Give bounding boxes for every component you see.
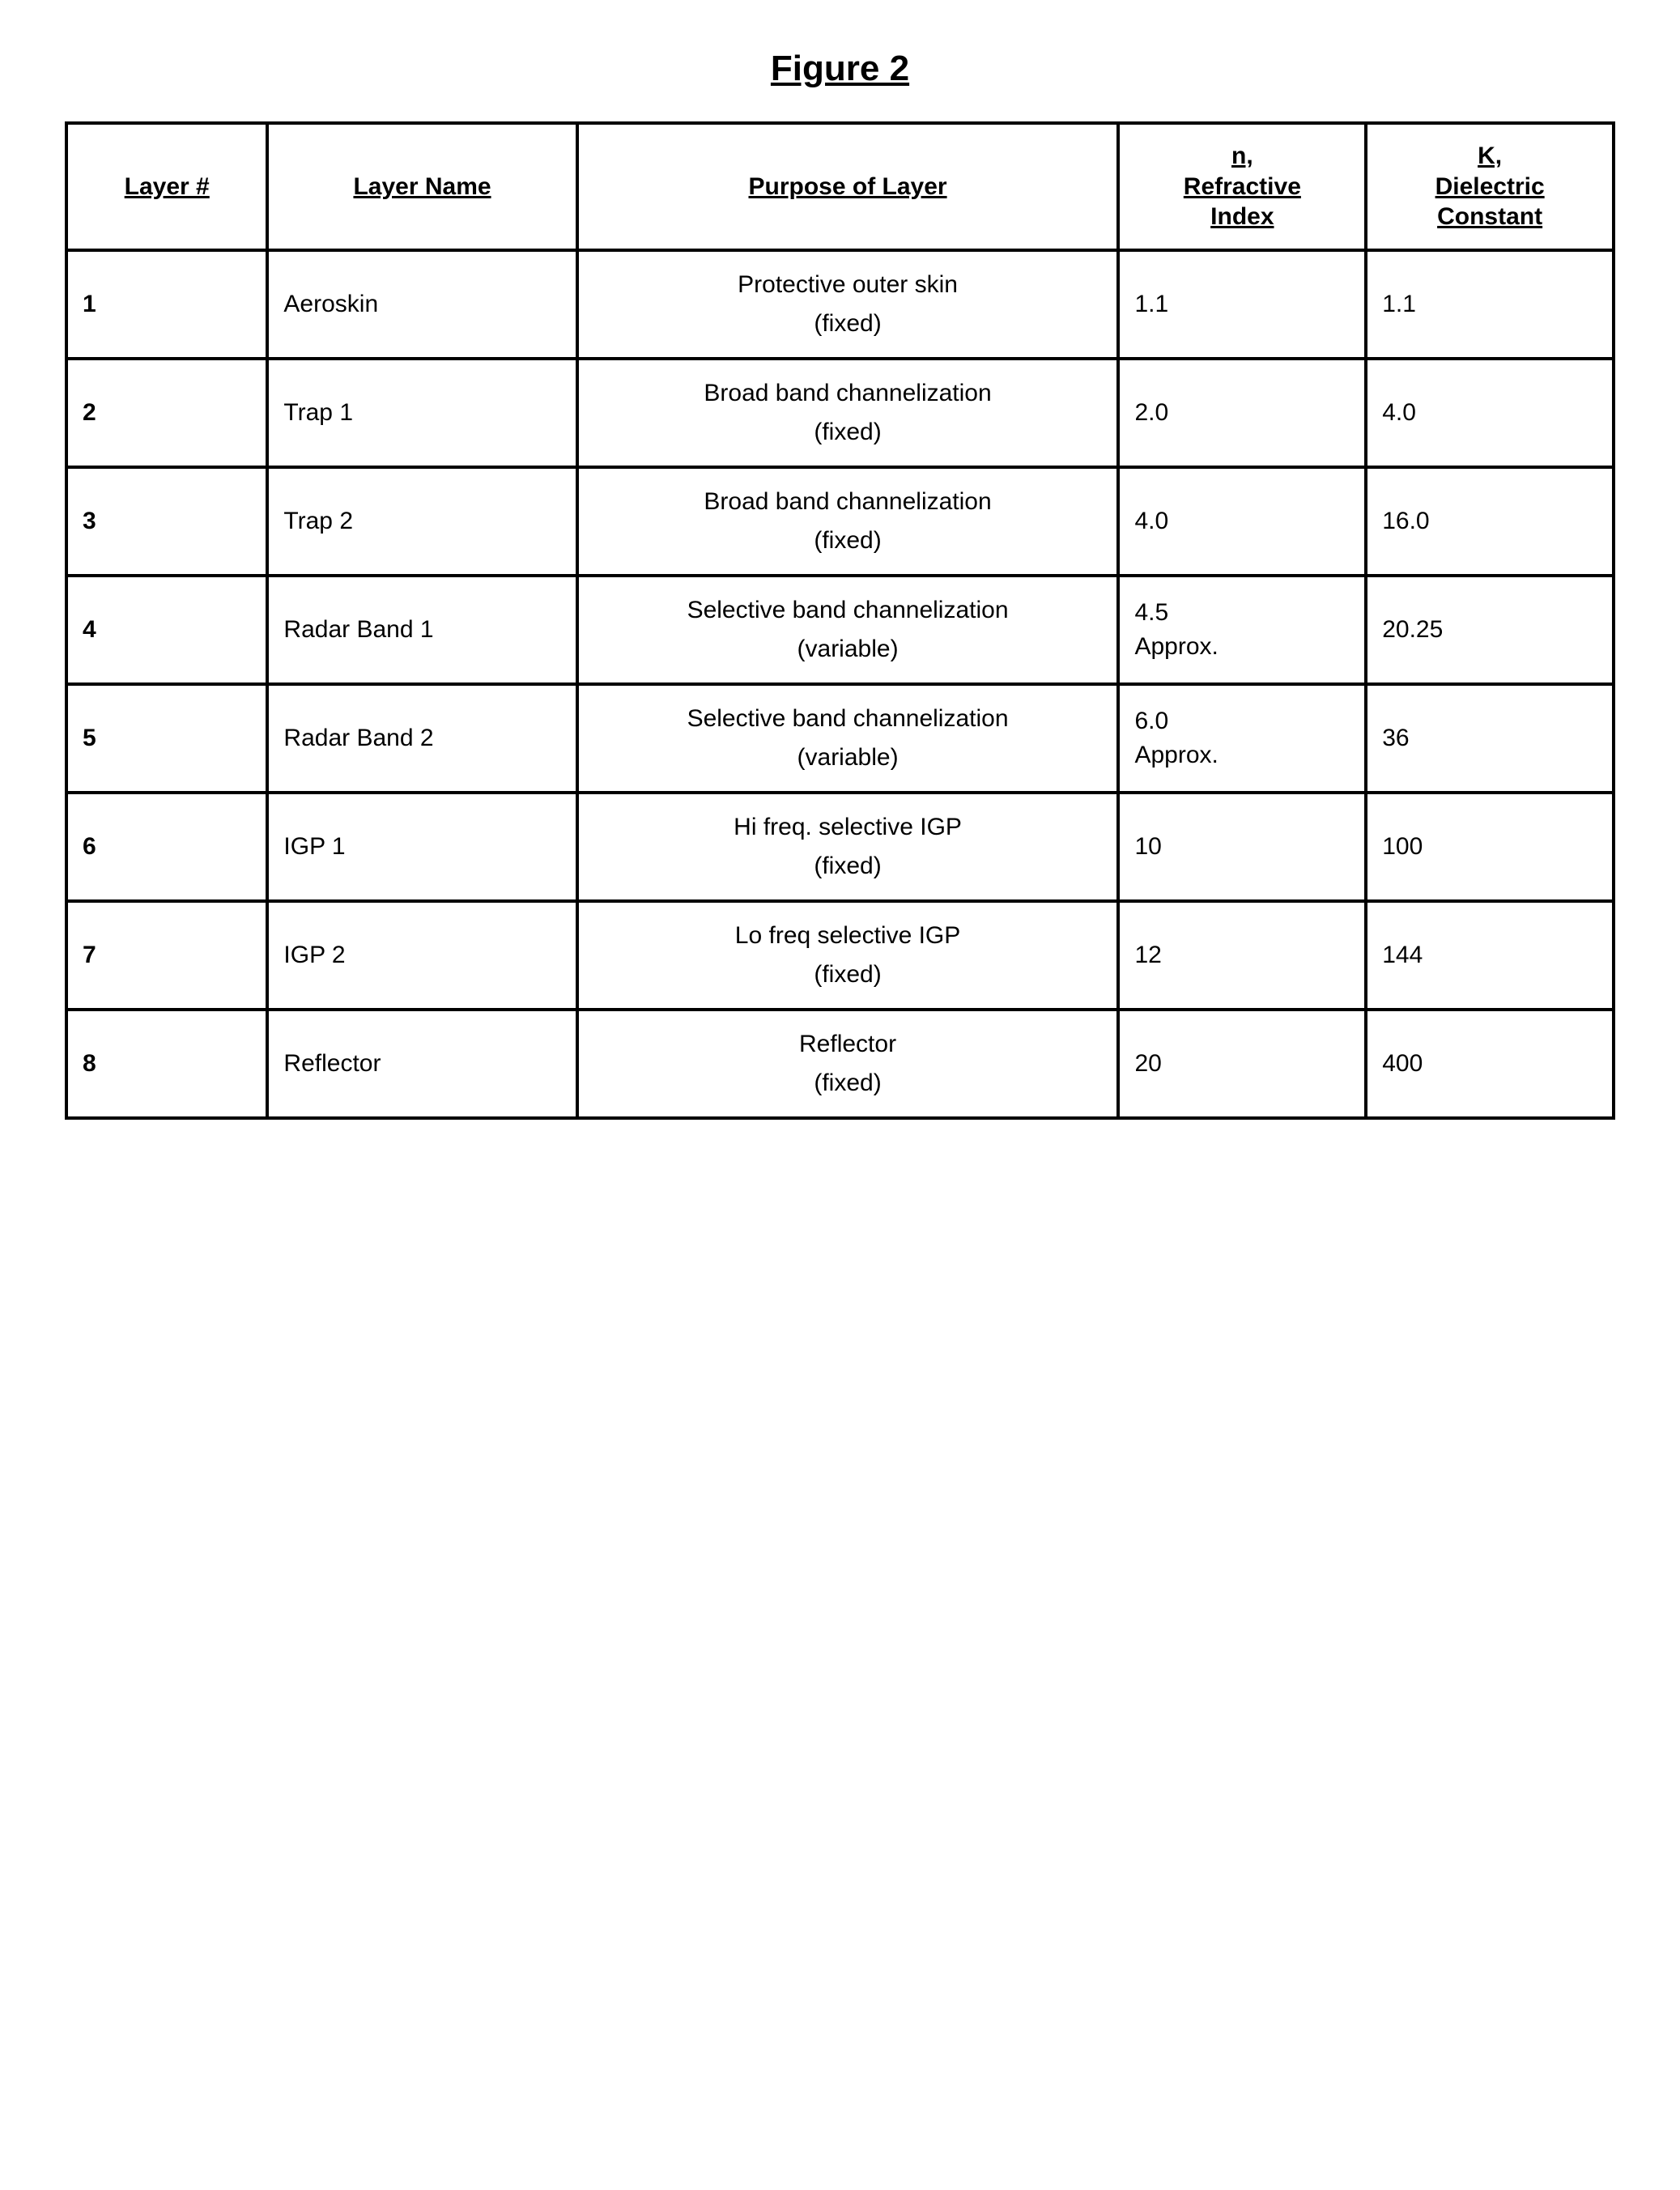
purpose-text: Broad band channelization: [704, 488, 991, 515]
cell-layer-num: 8: [66, 1010, 267, 1118]
cell-purpose: Lo freq selective IGP (fixed): [577, 901, 1119, 1010]
cell-refractive-index: 10: [1118, 793, 1366, 901]
table-row: 7IGP 2 Lo freq selective IGP (fixed) 12144: [66, 901, 1614, 1010]
cell-dielectric-constant: 16.0: [1366, 467, 1614, 576]
purpose-text: Broad band channelization: [704, 380, 991, 406]
purpose-subtext: (fixed): [593, 849, 1103, 883]
header-purpose: Purpose of Layer: [577, 123, 1119, 250]
cell-layer-num: 4: [66, 576, 267, 684]
purpose-subtext: (variable): [593, 741, 1103, 775]
cell-layer-num: 2: [66, 359, 267, 467]
cell-layer-name: Radar Band 1: [267, 576, 576, 684]
table-row: 4Radar Band 1Selective band channelizati…: [66, 576, 1614, 684]
cell-layer-num: 6: [66, 793, 267, 901]
purpose-text: Selective band channelization: [687, 597, 1009, 623]
cell-purpose: Hi freq. selective IGP (fixed): [577, 793, 1119, 901]
cell-refractive-index: 4.0: [1118, 467, 1366, 576]
purpose-subtext: (fixed): [593, 958, 1103, 992]
table-row: 1Aeroskin Protective outer skin (fixed) 1.1…: [66, 250, 1614, 359]
purpose-subtext: (fixed): [593, 524, 1103, 558]
cell-refractive-index: 12: [1118, 901, 1366, 1010]
cell-refractive-index: 1.1: [1118, 250, 1366, 359]
table-row: 6IGP 1 Hi freq. selective IGP (fixed) 10100: [66, 793, 1614, 901]
header-dielectric-constant: K,DielectricConstant: [1366, 123, 1614, 250]
header-refractive-index: n,RefractiveIndex: [1118, 123, 1366, 250]
purpose-text: Reflector: [799, 1031, 896, 1057]
cell-layer-name: Radar Band 2: [267, 684, 576, 793]
cell-layer-num: 5: [66, 684, 267, 793]
cell-dielectric-constant: 400: [1366, 1010, 1614, 1118]
layer-table: Layer # Layer Name Purpose of Layer n,Re…: [65, 121, 1615, 1120]
cell-layer-name: Reflector: [267, 1010, 576, 1118]
purpose-text: Selective band channelization: [687, 705, 1009, 732]
figure-title: Figure 2: [65, 49, 1615, 89]
cell-layer-name: Trap 2: [267, 467, 576, 576]
table-header-row: Layer # Layer Name Purpose of Layer n,Re…: [66, 123, 1614, 250]
header-layer-name: Layer Name: [267, 123, 576, 250]
cell-purpose: Selective band channelization (variable): [577, 576, 1119, 684]
table-row: 2Trap 1 Broad band channelization (fixed) 2…: [66, 359, 1614, 467]
table-row: 3Trap 2 Broad band channelization (fixed) 4…: [66, 467, 1614, 576]
cell-refractive-index: 2.0: [1118, 359, 1366, 467]
cell-layer-name: Trap 1: [267, 359, 576, 467]
purpose-subtext: (fixed): [593, 415, 1103, 449]
cell-dielectric-constant: 100: [1366, 793, 1614, 901]
cell-purpose: Broad band channelization (fixed): [577, 359, 1119, 467]
cell-purpose: Protective outer skin (fixed): [577, 250, 1119, 359]
cell-dielectric-constant: 144: [1366, 901, 1614, 1010]
cell-purpose: Broad band channelization (fixed): [577, 467, 1119, 576]
purpose-subtext: (fixed): [593, 1066, 1103, 1100]
purpose-text: Protective outer skin: [738, 271, 958, 298]
cell-layer-num: 3: [66, 467, 267, 576]
cell-layer-num: 1: [66, 250, 267, 359]
cell-layer-name: Aeroskin: [267, 250, 576, 359]
purpose-subtext: (fixed): [593, 307, 1103, 341]
cell-layer-num: 7: [66, 901, 267, 1010]
cell-layer-name: IGP 1: [267, 793, 576, 901]
cell-refractive-index: 4.5Approx.: [1118, 576, 1366, 684]
purpose-text: Hi freq. selective IGP: [734, 814, 962, 840]
cell-dielectric-constant: 20.25: [1366, 576, 1614, 684]
cell-refractive-index: 6.0Approx.: [1118, 684, 1366, 793]
cell-refractive-index: 20: [1118, 1010, 1366, 1118]
cell-dielectric-constant: 1.1: [1366, 250, 1614, 359]
cell-layer-name: IGP 2: [267, 901, 576, 1010]
cell-dielectric-constant: 36: [1366, 684, 1614, 793]
cell-dielectric-constant: 4.0: [1366, 359, 1614, 467]
purpose-text: Lo freq selective IGP: [735, 922, 960, 949]
header-layer-num: Layer #: [66, 123, 267, 250]
cell-purpose: Selective band channelization (variable): [577, 684, 1119, 793]
table-row: 5Radar Band 2Selective band channelizati…: [66, 684, 1614, 793]
cell-purpose: Reflector (fixed): [577, 1010, 1119, 1118]
table-row: 8ReflectorReflector(fixed)20400: [66, 1010, 1614, 1118]
purpose-subtext: (variable): [593, 632, 1103, 666]
